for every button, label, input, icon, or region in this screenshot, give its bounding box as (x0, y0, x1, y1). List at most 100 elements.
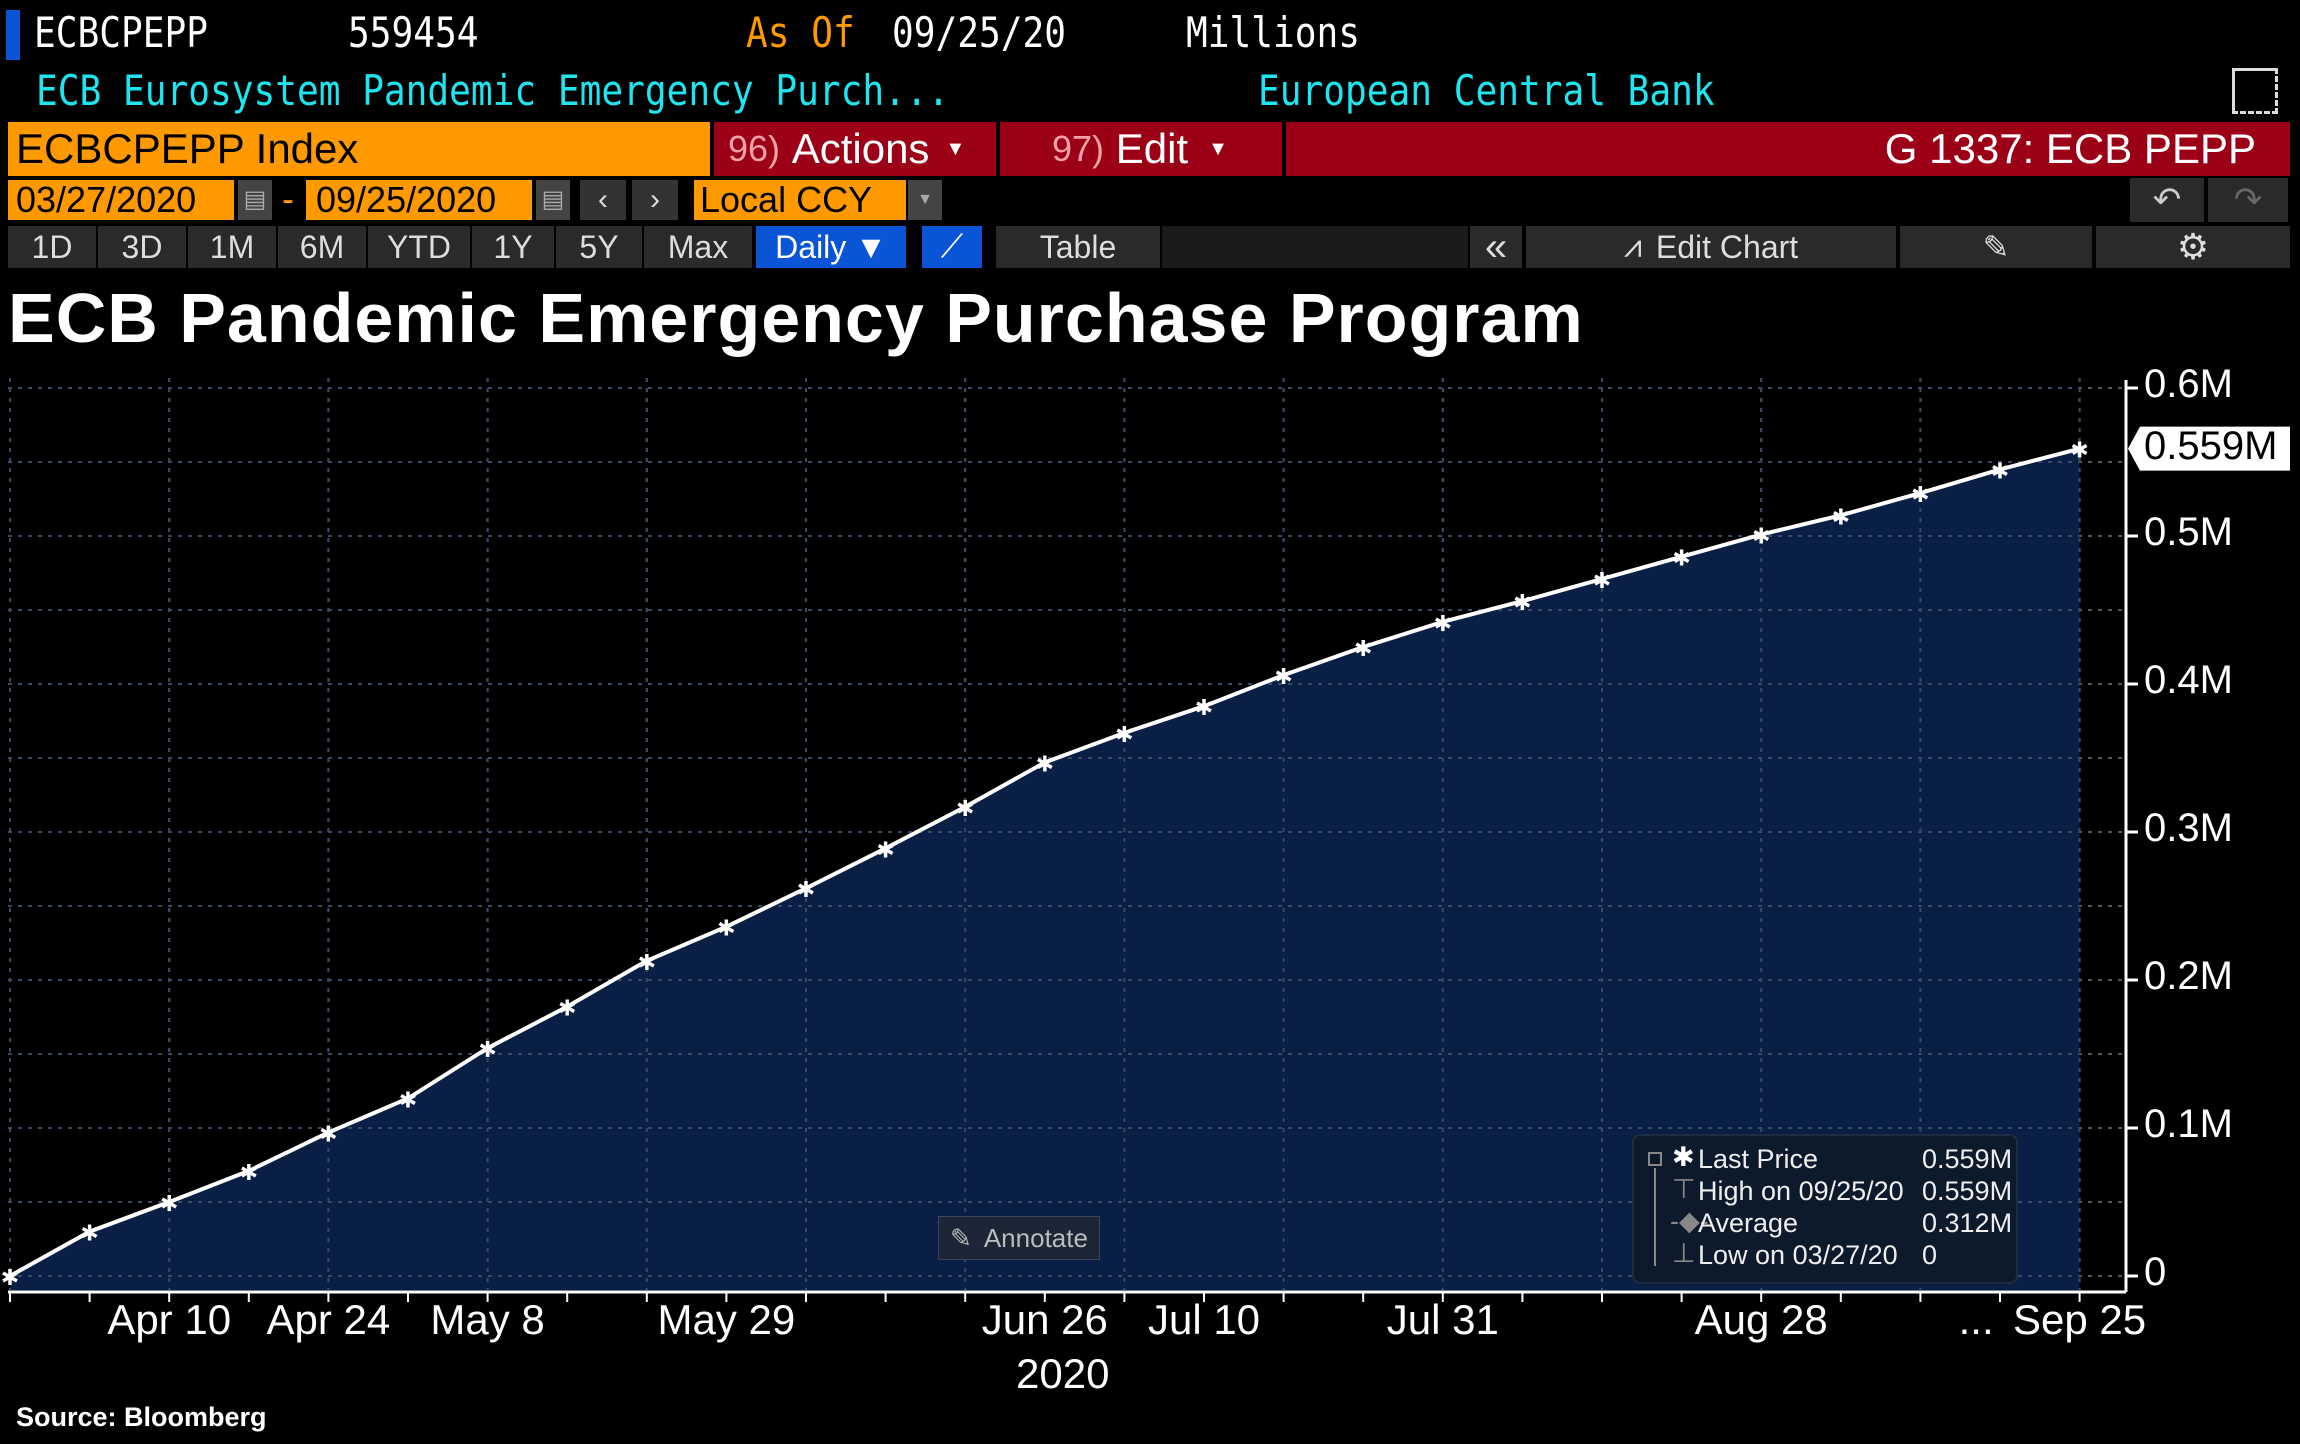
source-name: European Central Bank (1258, 66, 1715, 115)
axis-ticks (9, 386, 2138, 1302)
x-tick-label: Aug 28 (1694, 1296, 1828, 1343)
edit-chart-button[interactable]: ⩘ Edit Chart (1526, 226, 1896, 268)
y-tick-label: 0.5M (2144, 510, 2233, 554)
data-point: ✱ (1593, 568, 1611, 593)
security-field[interactable]: ECBCPEPP Index (8, 122, 710, 176)
data-point: ✱ (1115, 722, 1133, 747)
data-point: ✱ (1354, 636, 1372, 661)
range-ytd[interactable]: YTD (368, 226, 470, 268)
data-point: ✱ (319, 1121, 337, 1146)
area-fill (10, 448, 2080, 1290)
edit-menu[interactable]: 97) Edit ▼ (1000, 122, 1282, 176)
data-point: ✱ (399, 1087, 417, 1112)
ticker-marker (6, 10, 20, 60)
x-tick-label: Jul 10 (1147, 1296, 1261, 1343)
date-separator: - (282, 178, 294, 219)
undo-button[interactable]: ↶ (2130, 178, 2204, 222)
table-button[interactable]: Table (996, 226, 1160, 268)
description: ECB Eurosystem Pandemic Emergency Purch.… (36, 66, 950, 115)
legend-value: 0 (1922, 1240, 1938, 1270)
popout-icon[interactable] (2232, 68, 2278, 114)
data-point: ✱ (1832, 504, 1850, 529)
currency-text: Local CCY (700, 179, 873, 220)
y-tick-label: 0.6M (2144, 362, 2233, 406)
x-tick-label: Jun 26 (981, 1296, 1108, 1343)
range-max[interactable]: Max (644, 226, 752, 268)
redo-button[interactable]: ↷ (2208, 178, 2288, 222)
data-point: ✱ (797, 877, 815, 902)
collapse-button[interactable]: « (1470, 225, 1522, 269)
last-value-label: 0.559M (2144, 423, 2278, 468)
range-1d[interactable]: 1D (8, 226, 96, 268)
legend-tree-line (1654, 1168, 1656, 1266)
data-point: ✱ (1991, 458, 2009, 483)
y-tick-label: 0.2M (2144, 954, 2233, 998)
high-marker-icon: ⊤ (1672, 1174, 1696, 1204)
data-point: ✱ (717, 916, 735, 941)
source-note: Source: Bloomberg (16, 1402, 267, 1432)
actions-menu[interactable]: 96) Actions ▼ (714, 122, 996, 176)
x-tick-label: Sep 25 (2013, 1296, 2147, 1343)
legend-label: Low on 03/27/20 (1698, 1240, 1898, 1270)
chevron-down-icon: ▼ (1208, 137, 1228, 160)
function-title: G 1337: ECB PEPP (1286, 122, 2290, 176)
legend-value: 0.559M (1922, 1176, 2013, 1206)
toolbar-spacer (1162, 226, 1468, 268)
legend-label: Last Price (1698, 1144, 1819, 1174)
data-point: ✱ (638, 950, 656, 975)
y-tick-label: 0.3M (2144, 806, 2233, 850)
x-tick-label: Apr 10 (107, 1296, 232, 1343)
edit-num: 97) (1052, 128, 1105, 169)
x-tick-label: May 29 (657, 1296, 796, 1343)
range-5y[interactable]: 5Y (556, 226, 642, 268)
end-date-input[interactable]: 09/25/2020 (306, 179, 532, 220)
actions-label: Actions (791, 125, 930, 172)
average-marker-icon: -◆- (1670, 1206, 1709, 1236)
data-point: ✱ (1, 1265, 19, 1290)
previous-period-button[interactable]: ‹ (580, 180, 626, 220)
currency-select[interactable]: Local CCY (694, 179, 906, 220)
range-6m[interactable]: 6M (278, 226, 366, 268)
asterisk-icon: ✱ (1672, 1142, 1695, 1172)
legend-value: 0.312M (1922, 1208, 2013, 1238)
data-point: ✱ (1752, 524, 1770, 549)
data-point: ✱ (1513, 590, 1531, 615)
data-points: ✱ ✱ ✱ ✱ ✱ ✱ ✱ ✱ ✱ ✱ ✱ ✱ ✱ ✱ ✱ ✱ ✱ ✱ ✱ ✱ ✱ ✱ ✱ ✱ ✱ ✱ ✱ (1, 438, 2089, 1290)
chevron-down-icon[interactable]: ▼ (908, 180, 942, 220)
range-3d[interactable]: 3D (98, 226, 186, 268)
x-axis-year: 2020 (1016, 1350, 1110, 1397)
data-point: ✱ (1274, 664, 1292, 689)
legend: ✱ ⊤ -◆- ⊥ Last Price 0.559M High on 09/2… (1632, 1134, 2018, 1284)
frequency-select[interactable]: Daily ▼ (756, 226, 906, 268)
chevron-down-icon: ▼ (945, 137, 966, 160)
edit-chart-label: Edit Chart (1655, 228, 1799, 265)
calendar-icon[interactable]: ▤ (238, 180, 272, 220)
gear-icon[interactable]: ⚙ (2096, 226, 2290, 268)
as-of-date: 09/25/20 (892, 8, 1066, 57)
ticker: ECBCPEPP (34, 8, 208, 57)
calendar-icon[interactable]: ▤ (536, 180, 570, 220)
collapse-legend-icon[interactable] (1648, 1152, 1662, 1166)
next-period-button[interactable]: › (632, 180, 678, 220)
data-point: ✱ (478, 1037, 496, 1062)
annotate-tool-icon[interactable]: ✎ (1900, 226, 2092, 268)
function-text: G 1337: ECB PEPP (1884, 125, 2256, 172)
security-text: ECBCPEPP Index (16, 125, 359, 172)
range-1y[interactable]: 1Y (472, 226, 554, 268)
edit-label: Edit (1115, 125, 1189, 172)
data-point: ✱ (1036, 751, 1054, 776)
x-tick-label: Apr 24 (266, 1296, 391, 1343)
line-chart-icon[interactable]: ⟋ (922, 226, 982, 268)
x-tick-label: ... (1958, 1296, 1994, 1343)
data-point: ✱ (80, 1221, 98, 1246)
range-1m[interactable]: 1M (188, 226, 276, 268)
annotate-button[interactable]: ✎ Annotate (938, 1216, 1100, 1260)
end-date-text: 09/25/2020 (316, 179, 497, 220)
y-tick-label: 0 (2144, 1250, 2167, 1294)
data-point: ✱ (558, 996, 576, 1021)
data-point: ✱ (240, 1160, 258, 1185)
annotate-label: Annotate (983, 1222, 1088, 1253)
data-point: ✱ (160, 1191, 178, 1216)
start-date-input[interactable]: 03/27/2020 (8, 179, 234, 220)
